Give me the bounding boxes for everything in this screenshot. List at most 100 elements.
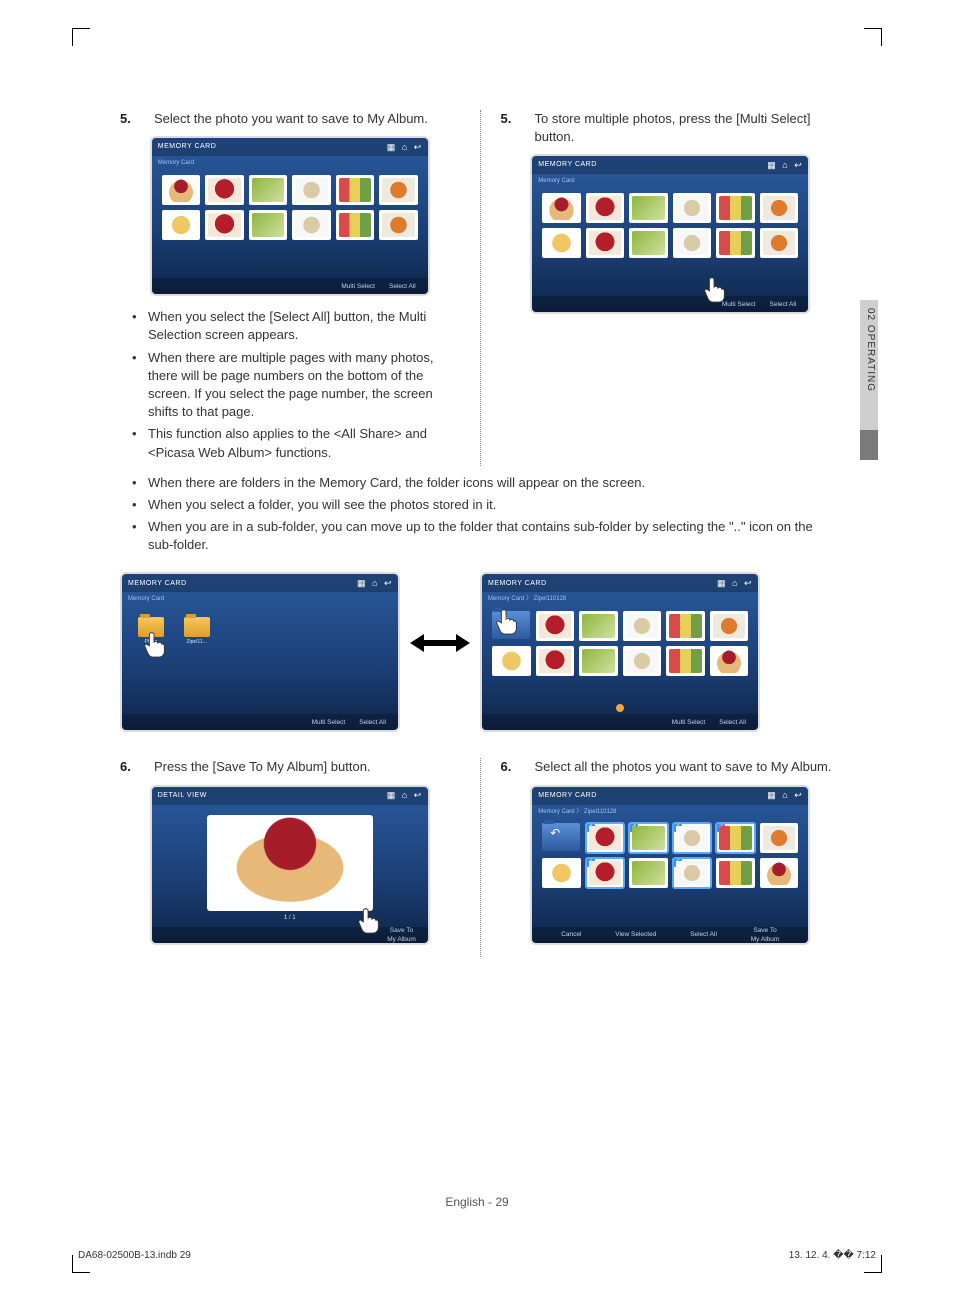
save-to-album-button[interactable]: Save To My Album bbox=[751, 926, 780, 944]
photo-thumb[interactable] bbox=[542, 228, 581, 258]
crop-mark bbox=[72, 28, 90, 46]
photo-thumb[interactable] bbox=[629, 228, 668, 258]
photo-thumb[interactable] bbox=[673, 858, 712, 888]
memory-card-folders-screenshot: MEMORY CARD ▦⌂↩ Memory Card Photo Zipel1… bbox=[120, 572, 400, 732]
photo-thumb[interactable] bbox=[710, 646, 749, 676]
step-number: 6. bbox=[120, 758, 142, 776]
pointer-hand-icon bbox=[140, 629, 170, 659]
step-text: Select the photo you want to save to My … bbox=[154, 110, 460, 128]
select-all-button[interactable]: Select All bbox=[359, 718, 386, 727]
note-item: This function also applies to the <All S… bbox=[120, 425, 460, 461]
pointer-hand-icon bbox=[354, 905, 384, 935]
photo-thumb[interactable] bbox=[292, 175, 331, 205]
photo-thumb[interactable] bbox=[579, 611, 618, 641]
cancel-button[interactable]: Cancel bbox=[561, 930, 581, 939]
note-item: When there are folders in the Memory Car… bbox=[120, 474, 840, 492]
photo-thumb[interactable] bbox=[629, 193, 668, 223]
photo-thumb[interactable] bbox=[579, 646, 618, 676]
photo-thumb[interactable] bbox=[673, 228, 712, 258]
folder-label: Zipel11… bbox=[186, 639, 207, 646]
photo-thumb[interactable] bbox=[205, 175, 244, 205]
section-tab-label: 02 OPERATING bbox=[863, 308, 877, 392]
photo-thumb[interactable] bbox=[666, 611, 705, 641]
photo-thumb[interactable] bbox=[292, 210, 331, 240]
select-all-button[interactable]: Select All bbox=[690, 930, 717, 939]
folder-item[interactable]: Zipel11… bbox=[178, 613, 216, 651]
pointer-hand-icon bbox=[700, 274, 730, 304]
photo-thumb[interactable] bbox=[760, 228, 799, 258]
ss-title: MEMORY CARD bbox=[538, 160, 597, 170]
photo-thumb[interactable] bbox=[492, 646, 531, 676]
photo-thumb[interactable] bbox=[379, 175, 418, 205]
photo-thumb[interactable] bbox=[542, 193, 581, 223]
photo-thumb[interactable] bbox=[586, 193, 625, 223]
photo-thumb[interactable] bbox=[249, 210, 288, 240]
photo-thumb[interactable] bbox=[542, 858, 581, 888]
ss-header-icons: ▦⌂↩ bbox=[711, 577, 752, 590]
save-to-album-button[interactable]: Save To My Album bbox=[387, 926, 416, 944]
photo-thumb[interactable] bbox=[629, 823, 668, 853]
photo-thumb[interactable] bbox=[623, 611, 662, 641]
photo-thumb[interactable] bbox=[666, 646, 705, 676]
multi-select-button[interactable]: Multi Select bbox=[672, 718, 706, 727]
photo-thumb[interactable] bbox=[162, 175, 201, 205]
photo-thumb[interactable] bbox=[336, 175, 375, 205]
breadcrumb: Memory Card bbox=[122, 592, 398, 606]
breadcrumb: Memory Card bbox=[532, 174, 808, 188]
select-all-button[interactable]: Select All bbox=[719, 718, 746, 727]
photo-thumb[interactable] bbox=[536, 611, 575, 641]
select-all-button[interactable]: Select All bbox=[770, 300, 797, 309]
photo-thumb[interactable] bbox=[249, 175, 288, 205]
photo-thumb[interactable] bbox=[379, 210, 418, 240]
photo-thumb[interactable] bbox=[586, 858, 625, 888]
ss-title: MEMORY CARD bbox=[128, 579, 187, 589]
photo-thumb[interactable] bbox=[673, 823, 712, 853]
print-footer-right: 13. 12. 4. �� 7:12 bbox=[789, 1249, 876, 1263]
photo-thumb[interactable] bbox=[623, 646, 662, 676]
note-item: When you are in a sub-folder, you can mo… bbox=[120, 518, 840, 554]
step-number: 5. bbox=[120, 110, 142, 128]
step-text: Press the [Save To My Album] button. bbox=[154, 758, 460, 776]
breadcrumb: Memory Card 〉 Zipel110128 bbox=[532, 805, 808, 819]
note-item: When you select a folder, you will see t… bbox=[120, 496, 840, 514]
crop-mark bbox=[864, 28, 882, 46]
photo-thumb[interactable] bbox=[586, 823, 625, 853]
photo-thumb[interactable] bbox=[586, 228, 625, 258]
detail-photo bbox=[207, 815, 373, 911]
memory-card-subfolder-screenshot: MEMORY CARD ▦⌂↩ Memory Card 〉 Zipel11012… bbox=[480, 572, 760, 732]
up-folder[interactable]: ↶ bbox=[542, 823, 580, 853]
photo-thumb[interactable] bbox=[205, 210, 244, 240]
multi-select-button[interactable]: Multi Select bbox=[341, 282, 375, 291]
step-text: Select all the photos you want to save t… bbox=[535, 758, 841, 776]
ss-header-icons: ▦⌂↩ bbox=[351, 577, 392, 590]
memory-card-screenshot: MEMORY CARD ▦⌂↩ Memory Card bbox=[150, 136, 430, 296]
double-arrow-icon bbox=[410, 634, 470, 652]
photo-thumb[interactable] bbox=[710, 611, 749, 641]
breadcrumb: Memory Card 〉 Zipel110128 bbox=[482, 592, 758, 606]
photo-thumb[interactable] bbox=[716, 193, 755, 223]
photo-thumb[interactable] bbox=[760, 858, 799, 888]
photo-thumb[interactable] bbox=[162, 210, 201, 240]
photo-thumb[interactable] bbox=[716, 823, 755, 853]
ss-header-icons: ▦⌂↩ bbox=[761, 159, 802, 172]
multi-select-button[interactable]: Multi Select bbox=[312, 718, 346, 727]
ss-header-icons: ▦⌂↩ bbox=[381, 789, 422, 802]
page-footer-center: English - 29 bbox=[0, 1194, 954, 1211]
photo-thumb[interactable] bbox=[760, 823, 799, 853]
ss-title: MEMORY CARD bbox=[488, 579, 547, 589]
photo-thumb[interactable] bbox=[716, 858, 755, 888]
photo-thumb[interactable] bbox=[629, 858, 668, 888]
photo-thumb[interactable] bbox=[536, 646, 575, 676]
ss-header-icons: ▦⌂↩ bbox=[381, 141, 422, 154]
select-all-button[interactable]: Select All bbox=[389, 282, 416, 291]
view-selected-button[interactable]: View Selected bbox=[615, 930, 656, 939]
print-footer-left: DA68-02500B-13.indb 29 bbox=[78, 1249, 191, 1263]
photo-thumb[interactable] bbox=[336, 210, 375, 240]
photo-thumb[interactable] bbox=[673, 193, 712, 223]
step-number: 6. bbox=[501, 758, 523, 776]
memory-card-screenshot: MEMORY CARD ▦⌂↩ Memory Card bbox=[530, 154, 810, 314]
photo-thumb[interactable] bbox=[760, 193, 799, 223]
photo-thumb[interactable] bbox=[716, 228, 755, 258]
note-item: When you select the [Select All] button,… bbox=[120, 308, 460, 344]
memory-card-multiselect-screenshot: MEMORY CARD ▦⌂↩ Memory Card 〉 Zipel11012… bbox=[530, 785, 810, 945]
